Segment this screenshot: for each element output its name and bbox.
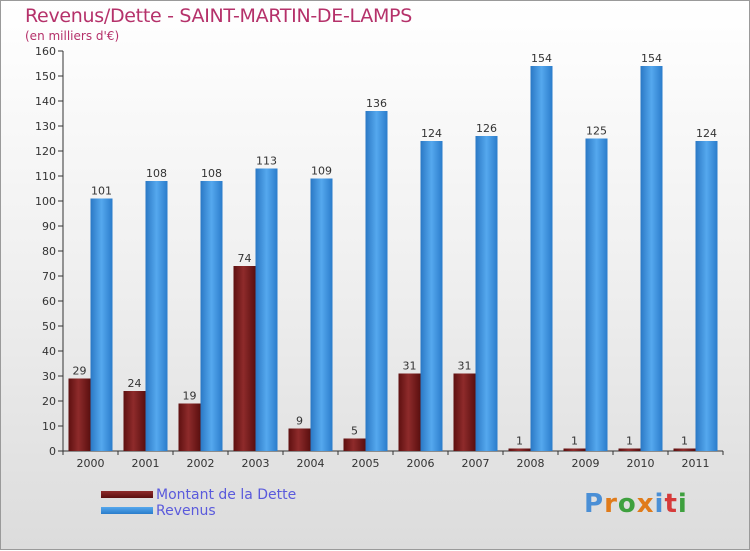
- chart-title: Revenus/Dette - SAINT-MARTIN-DE-LAMPS: [25, 5, 412, 27]
- bar-revenus: [640, 66, 663, 451]
- y-tick-label: 20: [42, 395, 56, 408]
- data-label-dette: 1: [571, 435, 578, 448]
- bar-revenus: [200, 181, 223, 451]
- bar-revenus: [365, 111, 388, 451]
- data-label-revenus: 124: [696, 127, 717, 140]
- data-label-dette: 1: [681, 435, 688, 448]
- y-tick-label: 0: [49, 445, 56, 458]
- bar-dette: [563, 448, 586, 451]
- y-tick-label: 30: [42, 370, 56, 383]
- data-label-revenus: 125: [586, 125, 607, 138]
- bar-revenus: [695, 141, 718, 451]
- bar-dette: [123, 391, 146, 451]
- y-tick-label: 160: [35, 45, 56, 58]
- data-label-dette: 5: [351, 425, 358, 438]
- x-tick-label: 2003: [242, 457, 270, 470]
- logo-letter: P: [584, 489, 605, 519]
- data-label-dette: 29: [73, 365, 87, 378]
- data-label-dette: 1: [626, 435, 633, 448]
- legend-swatch-revenus: [101, 507, 153, 514]
- y-tick-label: 130: [35, 120, 56, 133]
- bar-revenus: [90, 198, 113, 451]
- x-tick-label: 2004: [297, 457, 325, 470]
- data-label-revenus: 154: [531, 52, 552, 65]
- bar-revenus: [530, 66, 553, 451]
- x-tick-label: 2005: [352, 457, 380, 470]
- logo-letter: x: [636, 489, 655, 519]
- legend-swatch-dette: [101, 491, 153, 498]
- data-label-revenus: 101: [91, 185, 112, 198]
- x-tick-label: 2009: [572, 457, 600, 470]
- data-label-dette: 24: [128, 377, 142, 390]
- bar-revenus: [475, 136, 498, 451]
- x-tick-label: 2011: [682, 457, 710, 470]
- data-label-dette: 19: [183, 390, 197, 403]
- y-tick-label: 70: [42, 270, 56, 283]
- y-tick-label: 150: [35, 70, 56, 83]
- logo-letter: i: [677, 489, 688, 519]
- data-label-revenus: 154: [641, 52, 662, 65]
- data-label-revenus: 126: [476, 122, 497, 135]
- bar-dette: [233, 266, 256, 451]
- x-tick-label: 2006: [407, 457, 435, 470]
- logo-letter: i: [654, 489, 665, 519]
- logo-letter: o: [617, 489, 637, 519]
- y-tick-label: 10: [42, 420, 56, 433]
- legend-label-dette: Montant de la Dette: [156, 487, 297, 503]
- bar-revenus: [310, 178, 333, 451]
- y-tick-label: 50: [42, 320, 56, 333]
- bar-dette: [288, 428, 311, 451]
- bar-revenus: [420, 141, 443, 451]
- data-label-dette: 31: [403, 360, 417, 373]
- data-label-dette: 1: [516, 435, 523, 448]
- proxiti-logo: Proxiti: [584, 489, 688, 519]
- y-tick-label: 120: [35, 145, 56, 158]
- x-tick-label: 2010: [627, 457, 655, 470]
- bar-revenus: [255, 168, 278, 451]
- legend-label-revenus: Revenus: [156, 503, 216, 519]
- bar-revenus: [585, 138, 608, 451]
- bar-dette: [343, 438, 366, 451]
- data-label-revenus: 136: [366, 97, 387, 110]
- data-label-dette: 74: [238, 252, 252, 265]
- logo-letter: r: [604, 489, 618, 519]
- data-label-dette: 31: [458, 360, 472, 373]
- y-tick-label: 90: [42, 220, 56, 233]
- data-label-revenus: 113: [256, 155, 277, 168]
- x-tick-label: 2002: [187, 457, 215, 470]
- bar-dette: [398, 373, 421, 451]
- x-tick-label: 2001: [132, 457, 160, 470]
- y-tick-label: 80: [42, 245, 56, 258]
- y-tick-label: 100: [35, 195, 56, 208]
- bar-dette: [178, 403, 201, 451]
- chart-subtitle: (en milliers d'€): [25, 29, 120, 43]
- logo-letter: t: [664, 489, 678, 519]
- bar-dette: [68, 378, 91, 451]
- data-label-revenus: 108: [146, 167, 167, 180]
- bar-dette: [508, 448, 531, 451]
- bar-revenus: [145, 181, 168, 451]
- y-tick-label: 40: [42, 345, 56, 358]
- bar-dette: [618, 448, 641, 451]
- data-label-revenus: 108: [201, 167, 222, 180]
- bar-dette: [673, 448, 696, 451]
- data-label-revenus: 109: [311, 165, 332, 178]
- y-tick-label: 60: [42, 295, 56, 308]
- data-label-revenus: 124: [421, 127, 442, 140]
- bar-dette: [453, 373, 476, 451]
- y-tick-label: 110: [35, 170, 56, 183]
- data-label-dette: 9: [296, 415, 303, 428]
- x-tick-label: 2000: [77, 457, 105, 470]
- x-tick-label: 2008: [517, 457, 545, 470]
- y-tick-label: 140: [35, 95, 56, 108]
- x-tick-label: 2007: [462, 457, 490, 470]
